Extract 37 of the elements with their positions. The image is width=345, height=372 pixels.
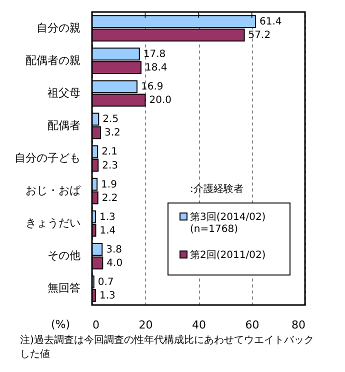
x-tick-label: 40 — [192, 318, 206, 332]
legend-title: :介護経験者 — [190, 183, 244, 195]
y-tick-label: 配偶者 — [48, 118, 80, 132]
y-tick-label: その他 — [48, 249, 80, 262]
data-label: 1.9 — [101, 179, 117, 190]
data-label: 16.9 — [140, 82, 164, 93]
y-tick-label: 配偶者の親 — [26, 54, 80, 67]
data-label: 57.2 — [248, 30, 271, 42]
y-tick-label: 無回答 — [48, 282, 80, 295]
data-label: 0.7 — [98, 276, 114, 288]
data-label: 2.2 — [102, 192, 118, 204]
y-tick-label: おじ・おば — [26, 184, 82, 198]
y-tick-label: きょうだい — [26, 216, 80, 230]
data-label: 2.1 — [102, 146, 118, 158]
legend-label: 第3回(2014/02) (n=1768) — [190, 211, 266, 235]
data-label: 4.0 — [106, 258, 123, 269]
data-label: 1.3 — [99, 290, 116, 302]
y-tick-label: 自分の子ども — [14, 152, 80, 164]
data-label: 3.2 — [104, 128, 120, 139]
data-label: 3.8 — [106, 244, 122, 256]
data-label: 2.3 — [102, 160, 118, 172]
data-label: 61.4 — [259, 16, 282, 28]
data-label: 1.3 — [99, 212, 116, 223]
text: 注)過去調査は今回調査の性年代構成比にあわせてウエイトバックした値 — [20, 334, 314, 360]
data-label: 1.4 — [100, 225, 116, 236]
data-label: 20.0 — [149, 95, 172, 106]
x-tick-label: 80 — [292, 318, 306, 332]
data-label: 2.5 — [102, 114, 119, 126]
x-tick-label: 0 — [92, 318, 100, 332]
x-tick-label: 20 — [138, 318, 153, 332]
data-label: 17.8 — [143, 49, 166, 60]
y-tick-label: 自分の親 — [36, 21, 80, 34]
x-axis-title: (%) — [50, 318, 70, 331]
legend-label: 第2回(2011/02) — [190, 249, 266, 261]
x-tick-label: 60 — [245, 318, 260, 332]
y-tick-label: 祖父母 — [48, 86, 80, 100]
data-label: 18.4 — [144, 62, 168, 74]
